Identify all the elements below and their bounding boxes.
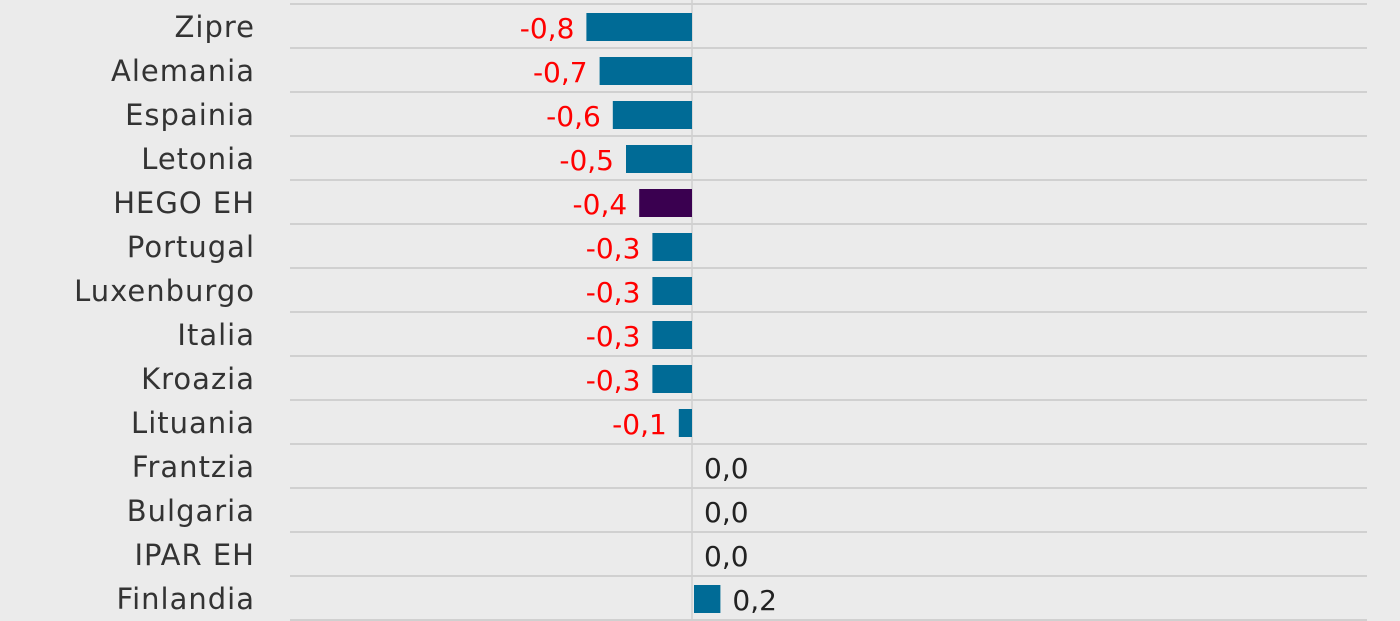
data-label: -0,8 bbox=[520, 12, 575, 45]
data-label: -0,3 bbox=[586, 276, 641, 309]
category-labels: Zipre Alemania Espainia Letonia HEGO EH Portu… bbox=[74, 10, 255, 616]
bar bbox=[652, 277, 692, 305]
bar bbox=[626, 145, 692, 173]
category-label: Letonia bbox=[141, 142, 255, 176]
data-label: 0,0 bbox=[704, 452, 749, 485]
bar bbox=[652, 321, 692, 349]
data-label: 0,0 bbox=[704, 540, 749, 573]
value-labels: -0,8 -0,7 -0,6 -0,5 -0,4 -0,3 -0,3 -0,3 -0,3 -0,1… bbox=[520, 12, 777, 617]
category-label: Kroazia bbox=[141, 362, 255, 396]
category-label: Finlandia bbox=[117, 582, 255, 616]
bar bbox=[599, 57, 692, 85]
data-label: -0,3 bbox=[586, 364, 641, 397]
data-label: -0,5 bbox=[559, 144, 614, 177]
bar bbox=[694, 585, 721, 613]
category-label: Frantzia bbox=[132, 450, 255, 484]
category-label: Bulgaria bbox=[127, 494, 255, 528]
data-label: -0,1 bbox=[612, 408, 667, 441]
data-label: -0,3 bbox=[586, 320, 641, 353]
bar bbox=[586, 13, 692, 41]
bar-highlight bbox=[639, 189, 692, 217]
bar bbox=[652, 365, 692, 393]
bars bbox=[586, 13, 721, 613]
bar bbox=[612, 101, 692, 129]
category-label: Luxenburgo bbox=[74, 274, 255, 308]
data-label: -0,7 bbox=[533, 56, 588, 89]
data-label: -0,4 bbox=[573, 188, 628, 221]
category-label: Zipre bbox=[175, 10, 255, 44]
category-label: Espainia bbox=[125, 98, 255, 132]
category-label: Portugal bbox=[127, 230, 255, 264]
data-label: 0,0 bbox=[704, 496, 749, 529]
category-label: Lituania bbox=[131, 406, 255, 440]
bar bbox=[678, 409, 692, 437]
category-label: IPAR EH bbox=[134, 538, 255, 572]
category-label: Alemania bbox=[111, 54, 255, 88]
data-label: 0,2 bbox=[732, 584, 777, 617]
data-label: -0,6 bbox=[546, 100, 601, 133]
grid-lines bbox=[290, 0, 1367, 621]
data-label: -0,3 bbox=[586, 232, 641, 265]
bar bbox=[652, 233, 692, 261]
category-label: HEGO EH bbox=[113, 186, 255, 220]
category-label: Italia bbox=[177, 318, 255, 352]
